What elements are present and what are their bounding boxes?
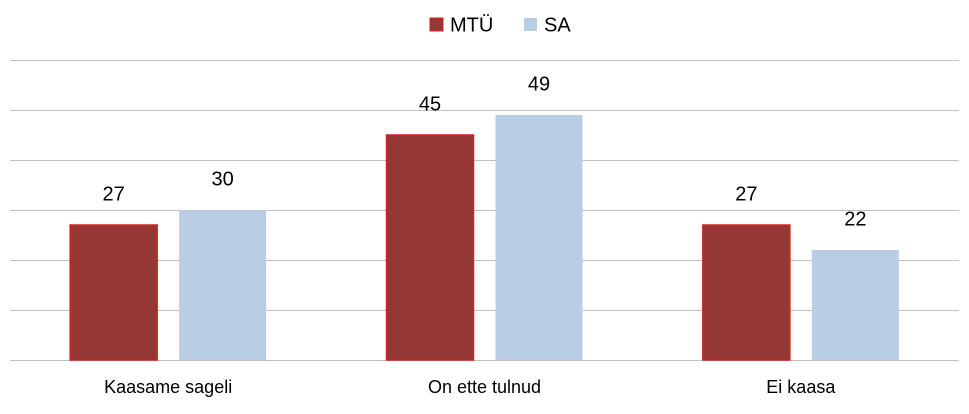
data-label: 27 <box>103 183 125 205</box>
data-label: 30 <box>212 168 234 190</box>
data-label: 45 <box>419 93 441 115</box>
bar <box>385 134 475 361</box>
bar <box>69 224 158 361</box>
data-label: 22 <box>844 208 866 230</box>
legend-swatch <box>429 17 444 32</box>
x-tick-label: Ei kaasa <box>766 377 836 397</box>
x-tick-label: On ette tulnud <box>428 377 541 397</box>
bar <box>811 250 899 360</box>
bar <box>179 210 267 360</box>
legend-label: MTÜ <box>450 14 493 36</box>
legend-label: SA <box>544 14 571 36</box>
bar <box>495 115 583 360</box>
x-tick-label: Kaasame sageli <box>104 377 232 397</box>
legend-swatch <box>524 18 537 31</box>
data-label: 49 <box>528 73 550 95</box>
data-label: 27 <box>735 183 757 205</box>
bar <box>702 224 791 361</box>
